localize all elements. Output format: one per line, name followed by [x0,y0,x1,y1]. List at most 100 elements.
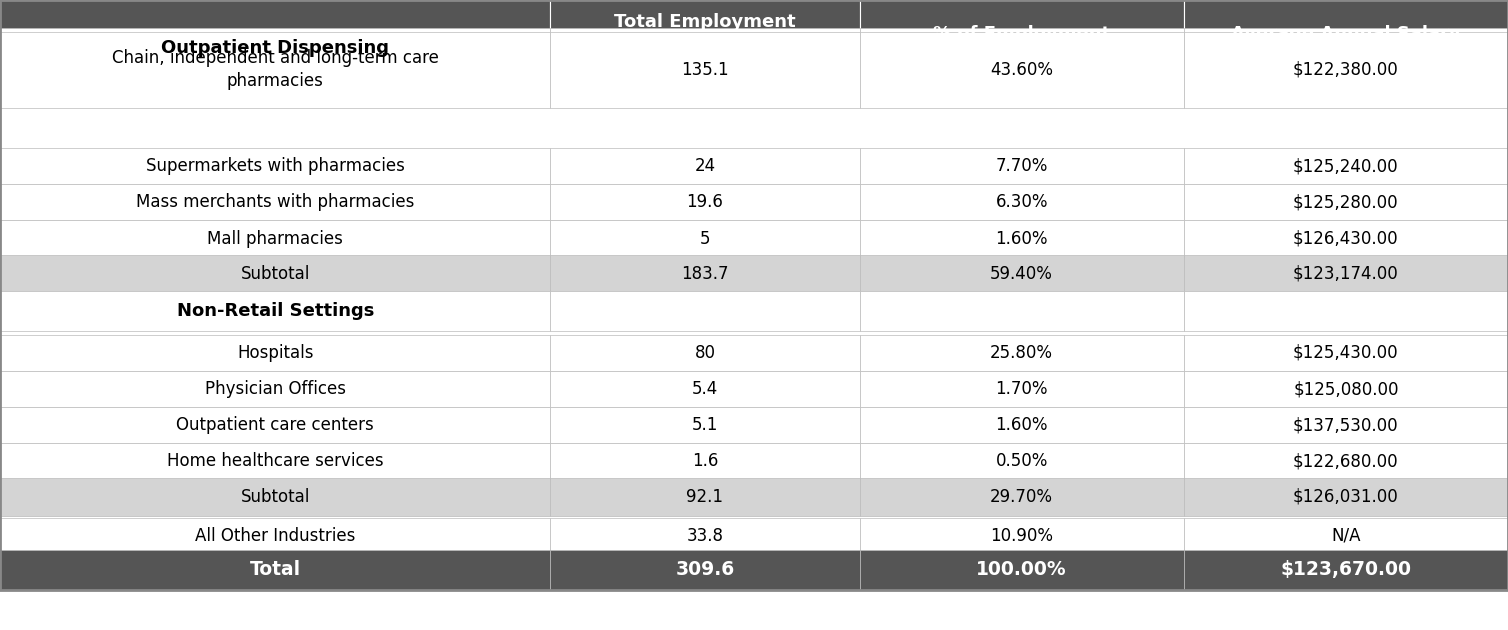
Text: 183.7: 183.7 [682,265,728,283]
Bar [860,0,1184,68]
Bar [550,0,860,68]
Bar [550,407,860,444]
Bar [0,32,550,108]
Bar [1184,407,1508,444]
Bar [550,32,860,108]
Bar [0,220,550,256]
Bar [860,371,1184,407]
Bar [860,148,1184,184]
Bar [1184,220,1508,256]
Text: 19.6: 19.6 [686,193,724,211]
Text: 59.40%: 59.40% [991,265,1053,283]
Bar [550,291,860,331]
Text: 135.1: 135.1 [682,61,728,79]
Text: $125,080.00: $125,080.00 [1294,380,1398,398]
Text: 1.60%: 1.60% [995,229,1048,248]
Bar [1184,291,1508,331]
Text: 5.1: 5.1 [692,416,718,434]
Text: 1.70%: 1.70% [995,380,1048,398]
Bar [0,371,550,407]
Bar [0,407,550,444]
Text: 25.80%: 25.80% [991,344,1053,362]
Text: Physician Offices: Physician Offices [205,380,345,398]
Bar [1184,148,1508,184]
Text: All Other Industries: All Other Industries [195,527,356,545]
Text: 5.4: 5.4 [692,380,718,398]
Bar [860,518,1184,554]
Bar [1184,550,1508,590]
Bar [1184,255,1508,293]
Text: 92.1: 92.1 [686,488,724,506]
Bar [0,335,550,371]
Text: Mass merchants with pharmacies: Mass merchants with pharmacies [136,193,415,211]
Text: $122,380.00: $122,380.00 [1292,61,1399,79]
Bar [0,0,550,68]
Text: 7.70%: 7.70% [995,157,1048,175]
Bar [860,550,1184,590]
Bar [0,478,550,516]
Bar [550,184,860,220]
Text: Total: Total [250,561,300,580]
Text: Mall pharmacies: Mall pharmacies [207,229,344,248]
Text: $137,530.00: $137,530.00 [1292,416,1399,434]
Text: Average Annual Salary: Average Annual Salary [1231,25,1461,43]
Text: 1.6: 1.6 [692,452,718,471]
Text: $125,240.00: $125,240.00 [1292,157,1399,175]
Text: 5: 5 [700,229,710,248]
Bar [1184,335,1508,371]
Bar [0,444,550,479]
Bar [1184,371,1508,407]
Bar [860,32,1184,108]
Text: $126,430.00: $126,430.00 [1292,229,1399,248]
Bar [860,220,1184,256]
Bar [1184,184,1508,220]
Bar [0,291,550,331]
Bar [550,28,860,68]
Text: 24: 24 [694,157,716,175]
Text: Chain, independent and long-term care
pharmacies: Chain, independent and long-term care ph… [112,50,439,90]
Bar [550,444,860,479]
Text: Outpatient care centers: Outpatient care centers [176,416,374,434]
Bar [550,220,860,256]
Text: 10.90%: 10.90% [991,527,1053,545]
Text: N/A: N/A [1332,527,1360,545]
Text: Subtotal: Subtotal [240,265,311,283]
Text: 43.60%: 43.60% [991,61,1053,79]
Text: $125,280.00: $125,280.00 [1292,193,1399,211]
Bar [550,550,860,590]
Bar [860,291,1184,331]
Text: 33.8: 33.8 [686,527,724,545]
Text: Hospitals: Hospitals [237,344,314,362]
Text: 29.70%: 29.70% [991,488,1053,506]
Text: 6.30%: 6.30% [995,193,1048,211]
Bar [550,148,860,184]
Text: Home healthcare services: Home healthcare services [167,452,383,471]
Text: $122,680.00: $122,680.00 [1292,452,1399,471]
Bar [550,371,860,407]
Bar [550,255,860,293]
Bar [860,335,1184,371]
Text: Total Employment
(000s): Total Employment (000s) [614,13,796,55]
Bar [0,550,550,590]
Text: Supermarkets with pharmacies: Supermarkets with pharmacies [146,157,404,175]
Text: Non-Retail Settings: Non-Retail Settings [176,302,374,320]
Bar [860,478,1184,516]
Text: 1.60%: 1.60% [995,416,1048,434]
Text: $123,670.00: $123,670.00 [1280,561,1411,580]
Text: 100.00%: 100.00% [976,561,1068,580]
Bar [0,148,550,184]
Bar [1184,0,1508,68]
Text: $123,174.00: $123,174.00 [1292,265,1399,283]
Bar [860,444,1184,479]
Text: 0.50%: 0.50% [995,452,1048,471]
Text: 80: 80 [695,344,715,362]
Bar [550,335,860,371]
Bar [860,407,1184,444]
Text: % of Employment: % of Employment [933,25,1110,43]
Bar [0,28,550,68]
Text: 309.6: 309.6 [676,561,734,580]
Bar [1184,32,1508,108]
Text: Outpatient Dispensing: Outpatient Dispensing [161,39,389,57]
Bar [860,184,1184,220]
Bar [1184,28,1508,68]
